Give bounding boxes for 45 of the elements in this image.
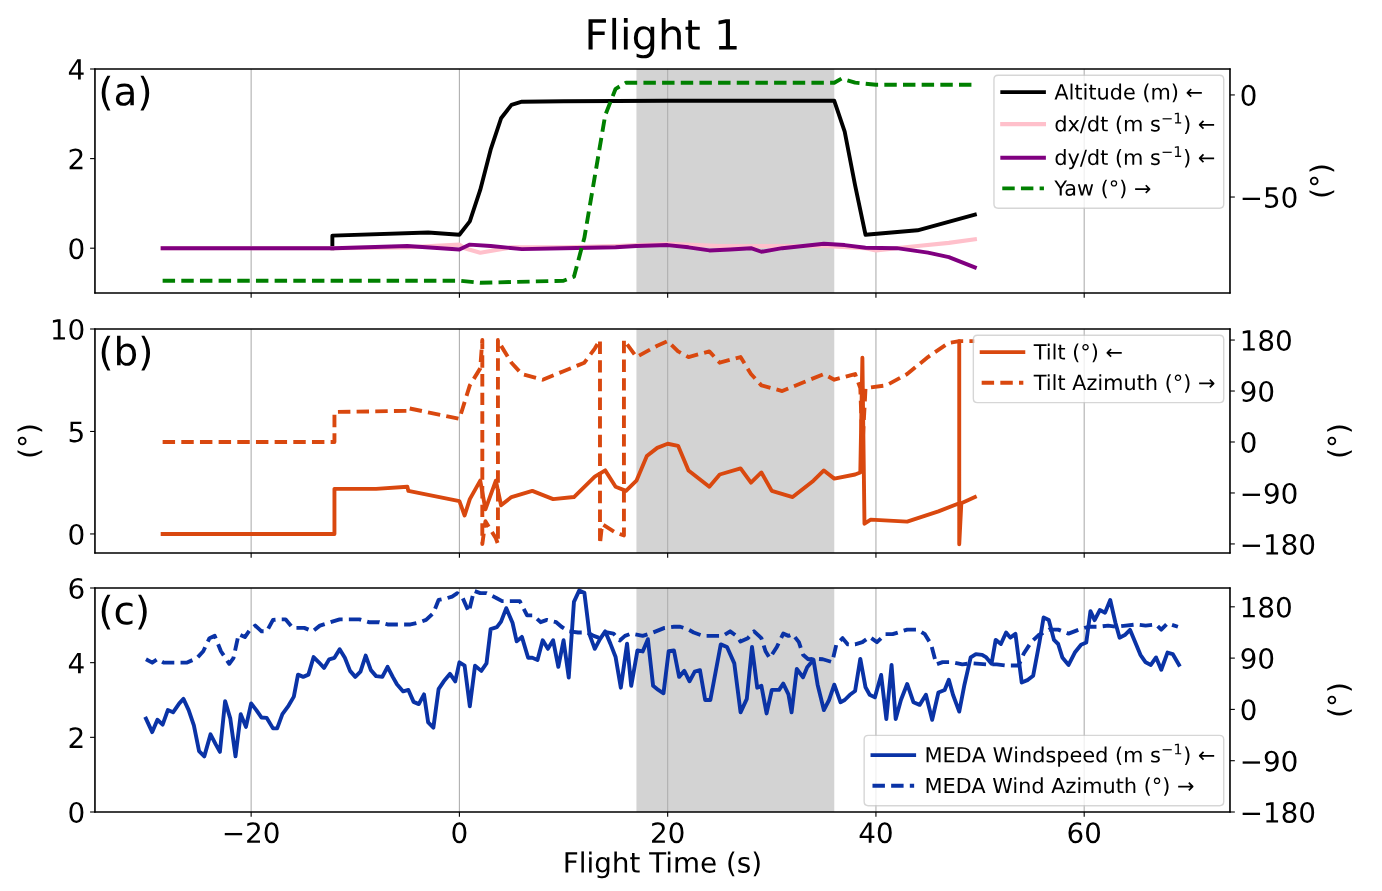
y-tick-label: 0 [69,523,84,545]
x-tick-label: 0 [452,822,467,844]
y2-tick-label: −180 [1242,801,1315,823]
x-axis-title: Flight Time (s) [565,851,760,879]
y2-tick-label: 180 [1242,329,1291,351]
y2-tick-label: 180 [1242,596,1291,618]
y-axis-title: (°) [17,425,43,457]
y2-axis-title: (°) [1309,165,1335,197]
legend-label: Tilt Azimuth (°) → [1033,374,1215,393]
legend-label: dy/dt (m s$^{−1}$) ← [1055,146,1215,170]
x-tick-label: 20 [652,822,684,844]
y2-tick-label: 0 [1241,699,1256,721]
line-series [160,241,977,270]
y2-tick-label: −50 [1242,186,1297,208]
legend-label: MEDA Windspeed (m s$^{−1}$) ← [926,743,1215,767]
x-tick-label: 60 [1068,822,1101,844]
y2-tick-label: −90 [1242,750,1297,772]
legend-label: Yaw (°) → [1054,179,1151,199]
y2-tick-label: 90 [1241,380,1274,402]
y2-axis-title: (°) [1327,425,1352,457]
annotation: (b) [101,335,151,371]
y-tick-label: 4 [68,652,84,674]
legend-label: Altitude (m) ← [1054,83,1202,103]
y2-axis-title: (°) [1327,684,1352,716]
y2-tick-label: −180 [1242,533,1315,555]
annotation: (c) [101,594,147,630]
x-tick-label: 40 [859,822,892,844]
y2-tick-label: −90 [1242,482,1297,504]
legend-label: Tilt (°) ← [1033,343,1122,363]
y2-tick-label: 0 [1241,431,1256,453]
y-tick-label: 2 [69,727,83,748]
y-tick-label: 6 [69,577,84,599]
y-tick-label: 4 [68,59,84,80]
annotation: (a) [101,75,150,111]
x-tick-label: −20 [224,822,279,844]
y-tick-label: 0 [69,801,84,823]
y2-tick-label: 90 [1241,648,1274,670]
legend-label: MEDA Wind Azimuth (°) → [926,777,1194,796]
y-tick-label: 0 [69,238,84,260]
y-tick-label: 5 [69,421,83,443]
y2-tick-label: 0 [1241,84,1256,106]
y-tick-label: 2 [69,148,83,170]
legend-label: dx/dt (m s$^{−1}$) ← [1055,112,1215,135]
chart-title: Flight 1 [588,17,737,59]
y-tick-label: 10 [52,318,84,340]
